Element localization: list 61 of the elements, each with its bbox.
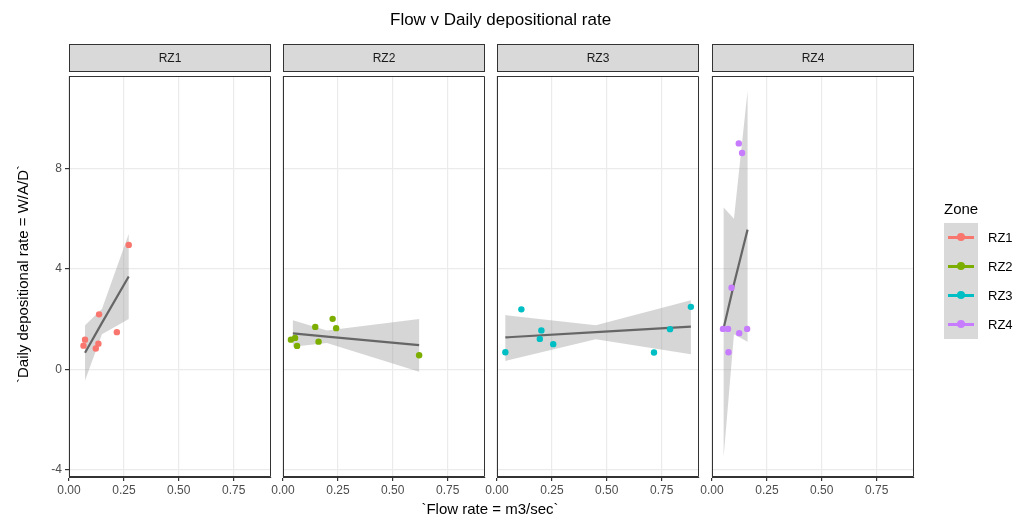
x-tick-label: 0.00 (485, 482, 509, 497)
x-tick-label: 0.00 (700, 482, 724, 497)
x-tick-label: 0.75 (435, 482, 460, 497)
x-tick-label: 0.25 (755, 482, 779, 497)
point (538, 327, 545, 334)
point (550, 340, 557, 348)
point (315, 338, 322, 345)
x-tick-label: 0.50 (167, 482, 191, 497)
point (312, 323, 319, 331)
point (80, 342, 87, 349)
x-tick-label: 0.75 (221, 482, 246, 497)
x-tick-label: 0.00 (271, 482, 295, 497)
point (743, 325, 751, 333)
point (81, 336, 89, 343)
legend-label: RZ3 (988, 288, 1013, 303)
point (113, 328, 121, 336)
y-tick-label: 8 (55, 161, 63, 176)
point (687, 303, 695, 311)
chart-subtitle: RZ4 (712, 44, 914, 72)
point (735, 140, 742, 147)
chart-subtitle: RZ3 (497, 44, 699, 72)
point (291, 334, 299, 342)
point (518, 306, 525, 313)
point (95, 340, 102, 347)
x-tick-label: 0.50 (595, 482, 619, 497)
chart-subtitle: RZ2 (283, 44, 485, 72)
legend-title: Zone (944, 200, 980, 217)
point (415, 352, 423, 359)
x-tick-label: 0.75 (649, 482, 674, 497)
point (329, 315, 336, 323)
point (332, 324, 340, 332)
x-tick-label: 0.50 (381, 482, 405, 497)
x-tick-label: 0.00 (57, 482, 81, 497)
x-tick-label: 0.25 (326, 482, 350, 497)
y-tick-label: 4 (55, 261, 63, 276)
point (736, 329, 743, 337)
point (92, 345, 99, 352)
y-tick-label: -4 (51, 461, 63, 476)
point (738, 149, 746, 157)
y-tick-label: 0 (55, 361, 63, 376)
point (502, 348, 509, 356)
x-tick-label: 0.25 (540, 482, 564, 497)
legend-label: RZ1 (988, 230, 1013, 245)
legend-label: RZ2 (988, 259, 1013, 274)
point (724, 325, 732, 333)
point (125, 241, 132, 249)
x-axis-title: `Flow rate = m3/sec` (420, 500, 560, 517)
point (650, 349, 658, 356)
y-axis-title: `Daily depositional rate = W/A/D` (13, 164, 31, 385)
point (95, 311, 103, 318)
chart-subtitle: RZ1 (69, 44, 271, 72)
x-tick-label: 0.50 (810, 482, 834, 497)
point (293, 342, 301, 350)
legend-label: RZ4 (988, 317, 1013, 332)
point (666, 325, 674, 333)
point (536, 335, 544, 343)
x-tick-label: 0.25 (112, 482, 136, 497)
point (725, 348, 732, 356)
point (728, 284, 735, 291)
chart-title: Flow v Daily depositional rate (390, 10, 612, 30)
x-tick-label: 0.75 (864, 482, 889, 497)
